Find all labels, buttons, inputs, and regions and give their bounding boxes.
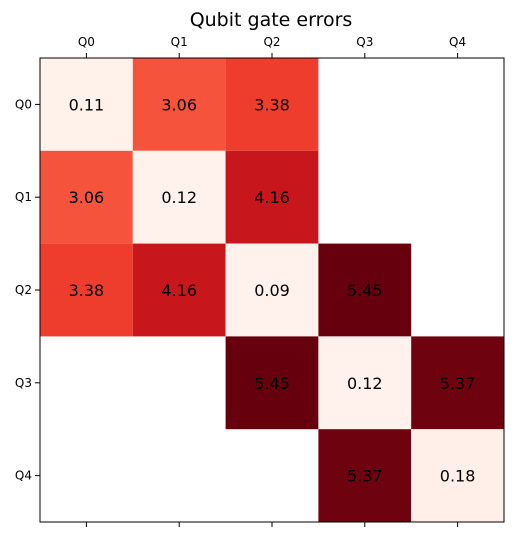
heatmap-cell-1-1 [132, 150, 226, 244]
x-tick-label: Q2 [263, 35, 280, 49]
cell-value-label: 3.06 [161, 95, 197, 114]
heatmap-cell-0-0 [40, 58, 133, 151]
cell-value-label: 3.38 [69, 281, 105, 300]
x-tick-label: Q4 [449, 35, 466, 49]
cell-value-label: 4.16 [254, 188, 290, 207]
heatmap-cell-2-2 [225, 243, 319, 337]
heatmap-cell-3-4 [411, 336, 504, 430]
x-tick-label: Q1 [171, 35, 188, 49]
y-tick-label: Q3 [15, 376, 32, 390]
cell-value-label: 4.16 [161, 281, 197, 300]
heatmap-cell-labels: 0.11 3.06 3.38 3.06 0.12 4.16 3.38 4.16 0.09 5.45… [69, 95, 476, 485]
x-tick-label: Q0 [78, 35, 95, 49]
cell-value-label: 3.06 [69, 188, 105, 207]
heatmap-cell-0-1 [132, 58, 226, 151]
y-tick-label: Q1 [15, 190, 32, 204]
heatmap-cells [40, 58, 504, 522]
cell-value-label: 0.09 [254, 281, 290, 300]
heatmap-cell-1-0 [40, 150, 133, 244]
x-tick-label: Q3 [356, 35, 373, 49]
chart-title: Qubit gate errors [190, 9, 353, 31]
cell-value-label: 5.37 [347, 467, 383, 486]
heatmap-cell-4-4 [411, 429, 504, 522]
heatmap-cell-1-2 [225, 150, 319, 244]
heatmap-cell-2-1 [132, 243, 226, 337]
y-tick-label: Q0 [15, 97, 32, 111]
cell-value-label: 0.18 [440, 467, 476, 486]
cell-value-label: 5.45 [254, 374, 290, 393]
y-tick-label: Q4 [15, 469, 32, 483]
cell-value-label: 0.11 [69, 95, 105, 114]
y-tick-label: Q2 [15, 283, 32, 297]
heatmap-cell-3-3 [318, 336, 412, 430]
axis-ticks: Q0 Q1 Q2 Q3 Q4 Q0 Q1 Q2 Q3 Q4 [15, 35, 466, 527]
heatmap-cell-3-2 [225, 336, 319, 430]
cell-value-label: 5.45 [347, 281, 383, 300]
heatmap-cell-0-2 [225, 58, 319, 151]
heatmap-cell-2-3 [318, 243, 412, 337]
cell-value-label: 0.12 [161, 188, 197, 207]
heatmap-cell-2-0 [40, 243, 133, 337]
cell-value-label: 3.38 [254, 95, 290, 114]
cell-value-label: 0.12 [347, 374, 383, 393]
heatmap-cell-4-3 [318, 429, 412, 522]
cell-value-label: 5.37 [440, 374, 476, 393]
